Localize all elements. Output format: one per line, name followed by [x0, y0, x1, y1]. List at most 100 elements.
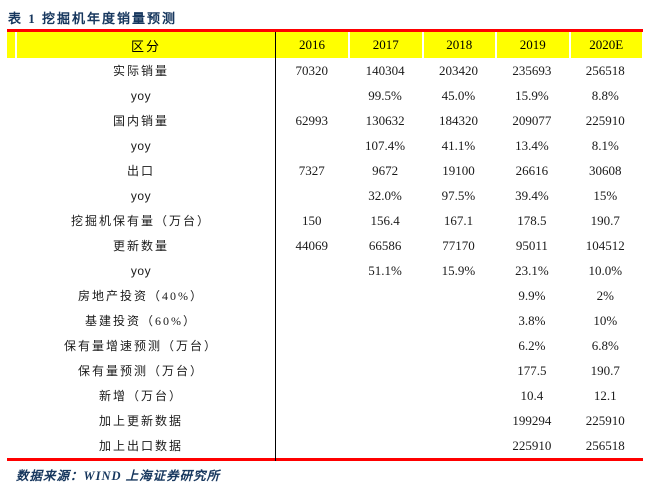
- data-cell: 140304: [365, 62, 405, 78]
- data-source-note: 数据来源：WIND 上海证券研究所: [16, 469, 221, 483]
- row-label: 更新数量: [112, 239, 169, 253]
- data-cell: 225910: [585, 412, 625, 428]
- table-row: 出口 7327 9672 19100 26616 30608: [7, 158, 643, 183]
- data-cell: 10.0%: [588, 262, 623, 278]
- table-body: 实际销量 70320 140304 203420 235693 256518 y…: [7, 58, 643, 458]
- data-cell: 199294: [512, 412, 552, 428]
- data-cell: 45.0%: [441, 87, 476, 103]
- data-cell: 8.8%: [591, 87, 619, 103]
- table-row: 挖掘机保有量（万台） 150 156.4 167.1 178.5 190.7: [7, 208, 643, 233]
- data-cell: 95011: [515, 237, 548, 253]
- data-cell: 10.4: [520, 387, 544, 403]
- row-label: yoy: [130, 138, 152, 153]
- data-cell: 51.1%: [368, 262, 402, 278]
- page-title: 表 1 挖掘机年度销量预测: [8, 11, 178, 26]
- row-label: yoy: [130, 88, 152, 103]
- table-header-row: 区分 2016 2017 2018 2019 2020E: [7, 32, 643, 58]
- data-cell: 104512: [585, 237, 625, 253]
- row-label: 保有量预测（万台）: [77, 364, 204, 378]
- table-row: 加上更新数据 199294 225910: [7, 408, 643, 433]
- data-cell: 97.5%: [441, 187, 476, 203]
- header-cell-region: 区分: [17, 32, 275, 58]
- data-cell: 190.7: [590, 212, 620, 228]
- row-label: 挖掘机保有量（万台）: [70, 214, 211, 228]
- row-label: 保有量增速预测（万台）: [63, 339, 218, 353]
- table-row: 国内销量 62993 130632 184320 209077 225910: [7, 108, 643, 133]
- data-cell: 44069: [295, 237, 328, 253]
- table-row: yoy 32.0% 97.5% 39.4% 15%: [7, 183, 643, 208]
- data-cell: 150: [301, 212, 322, 228]
- row-label: 基建投资（60%）: [85, 314, 197, 328]
- data-cell: 23.1%: [515, 262, 549, 278]
- data-cell: 30608: [589, 162, 622, 178]
- table-row: 基建投资（60%） 3.8% 10%: [7, 308, 643, 333]
- row-label: yoy: [130, 188, 152, 203]
- row-label: 国内销量: [112, 114, 169, 128]
- data-cell: 107.4%: [365, 137, 406, 153]
- data-cell: 225910: [512, 437, 552, 453]
- row-label: 加上更新数据: [98, 414, 183, 428]
- data-cell: 190.7: [590, 362, 620, 378]
- table-top-border-line: [7, 29, 643, 32]
- data-cell: 130632: [365, 112, 405, 128]
- data-cell: 19100: [442, 162, 475, 178]
- data-cell: 209077: [512, 112, 552, 128]
- data-cell: 10%: [593, 312, 618, 328]
- header-cell-year-2018: 2018: [423, 32, 495, 58]
- data-cell: 9.9%: [518, 287, 546, 303]
- table-row: yoy 99.5% 45.0% 15.9% 8.8%: [7, 83, 643, 108]
- data-cell: 177.5: [517, 362, 547, 378]
- table-row: 保有量预测（万台） 177.5 190.7: [7, 358, 643, 383]
- data-cell: 77170: [442, 237, 475, 253]
- data-cell: 7327: [298, 162, 325, 178]
- header-cell-year-2019: 2019: [497, 32, 569, 58]
- data-cell: 62993: [295, 112, 328, 128]
- table-row: 保有量增速预测（万台） 6.2% 6.8%: [7, 333, 643, 358]
- data-cell: 156.4: [370, 212, 400, 228]
- table-bottom-border-line: [7, 458, 643, 461]
- data-cell: 39.4%: [515, 187, 549, 203]
- data-cell: 235693: [512, 62, 552, 78]
- table-row: 新增（万台） 10.4 12.1: [7, 383, 643, 408]
- data-cell: 178.5: [517, 212, 547, 228]
- data-cell: 6.2%: [518, 337, 546, 353]
- data-cell: 2%: [596, 287, 614, 303]
- header-cell-year-2020e: 2020E: [570, 32, 642, 58]
- row-label: 加上出口数据: [98, 439, 183, 453]
- data-cell: 15%: [593, 187, 618, 203]
- data-cell: 184320: [438, 112, 478, 128]
- data-cell: 225910: [585, 112, 625, 128]
- data-cell: 66586: [368, 237, 402, 253]
- data-cell: 8.1%: [591, 137, 619, 153]
- data-cell: 15.9%: [515, 87, 549, 103]
- data-cell: 203420: [438, 62, 478, 78]
- sales-forecast-table: 区分 2016 2017 2018 2019 2020E 实际销量 70320 …: [7, 29, 643, 461]
- header-stub-cell: [7, 32, 15, 58]
- header-cell-year-2017: 2017: [350, 32, 422, 58]
- table-row: 更新数量 44069 66586 77170 95011 104512: [7, 233, 643, 258]
- data-cell: 70320: [295, 62, 328, 78]
- row-label: 房地产投资（40%）: [78, 289, 204, 303]
- data-cell: 99.5%: [368, 87, 402, 103]
- table-row: yoy 107.4% 41.1% 13.4% 8.1%: [7, 133, 643, 158]
- data-cell: 256518: [585, 437, 625, 453]
- data-cell: 12.1: [593, 387, 617, 403]
- header-cell-year-2016: 2016: [276, 32, 348, 58]
- data-cell: 9672: [372, 162, 399, 178]
- row-label: 新增（万台）: [98, 389, 183, 403]
- row-label: 实际销量: [112, 64, 169, 78]
- row-label: yoy: [130, 263, 152, 278]
- row-label: 出口: [126, 164, 155, 178]
- data-cell: 26616: [515, 162, 549, 178]
- table-row: yoy 51.1% 15.9% 23.1% 10.0%: [7, 258, 643, 283]
- data-cell: 41.1%: [441, 137, 476, 153]
- column-divider-line: [275, 32, 276, 461]
- data-cell: 167.1: [443, 212, 474, 228]
- data-cell: 15.9%: [441, 262, 476, 278]
- data-cell: 6.8%: [591, 337, 619, 353]
- data-cell: 256518: [585, 62, 625, 78]
- data-cell: 13.4%: [515, 137, 549, 153]
- table-row: 加上出口数据 225910 256518: [7, 433, 643, 458]
- table-row: 实际销量 70320 140304 203420 235693 256518: [7, 58, 643, 83]
- data-cell: 3.8%: [518, 312, 546, 328]
